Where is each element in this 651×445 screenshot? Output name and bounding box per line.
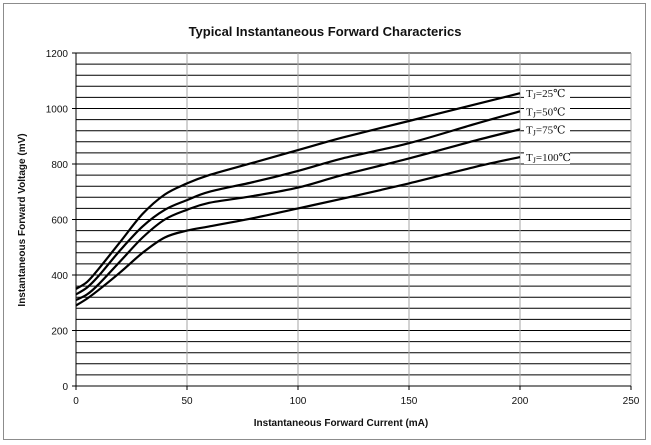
y-tick-label: 600 <box>51 216 68 227</box>
series-label-3: TJ=75℃ <box>526 124 565 137</box>
chart-frame <box>3 3 646 440</box>
x-tick-label: 150 <box>401 396 418 407</box>
x-tick-labels: 0 50 100 150 200 250 <box>73 396 640 407</box>
series-line-4 <box>75 156 521 307</box>
x-tick-label: 50 <box>181 396 193 407</box>
series-labels: TJ=25℃ TJ=50℃ TJ=75℃ TJ=100℃ <box>524 87 571 165</box>
x-tick-label: 100 <box>290 396 307 407</box>
series-line-2 <box>75 110 521 296</box>
series-label-bg <box>524 151 570 165</box>
grid <box>72 52 632 390</box>
series-label-4: TJ=100℃ <box>526 152 571 165</box>
y-tick-labels: 0 200 400 600 800 1000 1200 <box>46 49 69 393</box>
y-tick-label: 200 <box>51 327 68 338</box>
series-label-bg <box>524 105 570 119</box>
y-axis-label: Instantaneous Forward Voltage (mV) <box>17 133 28 306</box>
y-tick-label: 400 <box>51 271 68 282</box>
y-tick-label: 0 <box>62 382 68 393</box>
chart-title: Typical Instantaneous Forward Characteri… <box>189 24 462 39</box>
series-lines <box>75 92 521 307</box>
x-tick-label: 200 <box>512 396 529 407</box>
y-tick-label: 800 <box>51 160 68 171</box>
series-line-1 <box>75 92 521 290</box>
series-label-bg <box>524 87 570 101</box>
x-tick-label: 250 <box>623 396 640 407</box>
y-tick-label: 1000 <box>46 105 69 116</box>
series-line-3 <box>75 128 521 301</box>
x-axis-label: Instantaneous Forward Current (mA) <box>254 418 428 429</box>
series-label-bg <box>524 123 570 137</box>
y-tick-label: 1200 <box>46 49 69 60</box>
x-tick-label: 0 <box>73 396 79 407</box>
series-label-1: TJ=25℃ <box>526 88 565 101</box>
series-label-2: TJ=50℃ <box>526 106 565 119</box>
